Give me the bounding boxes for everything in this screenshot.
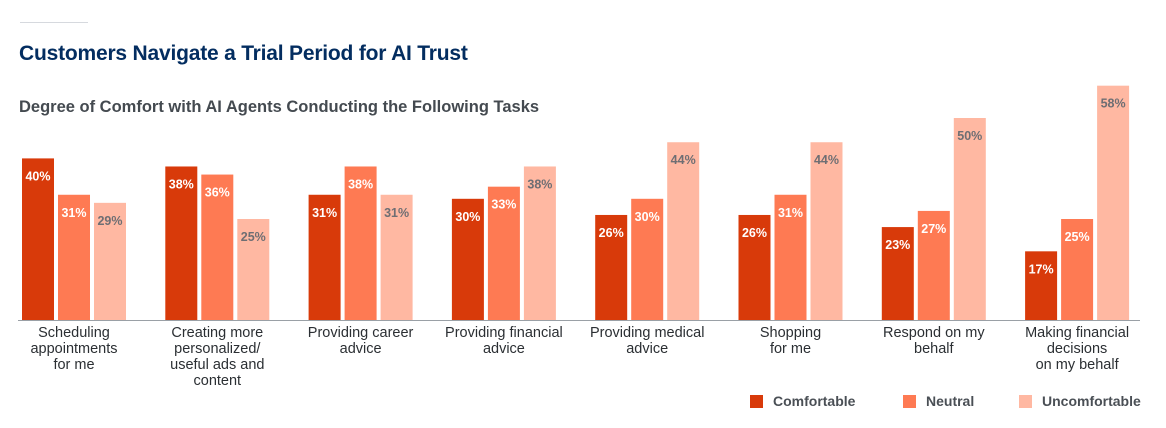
category-label-line: behalf [914,341,954,357]
data-label-uncomfortable: 58% [1101,97,1126,111]
data-label-comfortable: 31% [312,206,337,220]
bar-comfortable [22,158,54,320]
bar-comfortable [881,227,914,320]
data-label-neutral: 38% [348,177,373,191]
data-label-comfortable: 23% [885,238,910,252]
category-label-line: on my behalf [1036,357,1120,373]
legend-label-comfortable: Comfortable [773,393,856,409]
title-rule [20,22,88,23]
category-label-line: Making financial [1025,325,1129,341]
legend-label-uncomfortable: Uncomfortable [1042,393,1141,409]
bar-group: 26% 30% 44% Providing medical advice [590,142,704,357]
chart-subtitle: Degree of Comfort with AI Agents Conduct… [19,98,540,116]
category-label-line: Providing medical [590,325,704,341]
page-title: Customers Navigate a Trial Period for AI… [19,42,468,65]
bar-group: 17% 25% 58% Making financial decisions on my … [1025,85,1130,373]
category-label-line: advice [483,341,525,357]
data-label-neutral: 30% [635,210,660,224]
data-label-uncomfortable: 50% [957,129,982,143]
data-label-neutral: 33% [491,198,516,212]
bar-neutral [1061,219,1094,320]
category-label-line: Shopping [760,325,821,341]
bar-neutral [58,194,90,320]
data-label-uncomfortable: 44% [671,153,696,167]
category-label-line: Scheduling [38,325,110,341]
bar-comfortable [165,166,198,320]
category-label-line: Respond on my [883,325,985,341]
data-label-uncomfortable: 38% [527,177,552,191]
category-label-line: for me [770,341,811,357]
bar-neutral [917,210,950,320]
data-label-neutral: 36% [205,186,230,200]
bar-uncomfortable [94,202,126,320]
data-label-comfortable: 26% [599,226,624,240]
data-label-neutral: 27% [921,222,946,236]
category-label: Making financial decisions on my behalf [1025,325,1129,373]
category-label-line: Creating more [171,325,263,341]
bar-uncomfortable [523,166,556,320]
legend-swatch-comfortable [750,394,763,408]
bar-group: 23% 27% 50% Respond on my behalf [881,118,986,357]
data-label-comfortable: 26% [742,226,767,240]
category-label-line: advice [340,341,382,357]
data-label-uncomfortable: 29% [97,214,122,228]
bar-neutral [487,186,520,320]
data-label-comfortable: 30% [455,210,480,224]
category-label: Providing career advice [308,325,414,357]
category-label-line: Providing career [308,325,414,341]
bar-group: 40% 31% 29% Scheduling appointments for me [22,158,126,373]
data-label-comfortable: 17% [1029,262,1054,276]
category-label-line: for me [53,357,94,373]
category-label: Providing financial advice [445,325,563,357]
legend-swatch-neutral [903,394,916,408]
data-label-comfortable: 38% [169,177,194,191]
bar-group: 30% 33% 38% Providing financial advice [445,166,563,357]
bar-group: 38% 36% 25% Creating more personalized/usefu… [165,166,270,389]
category-label: Respond on my behalf [883,325,985,357]
category-label-line: content [194,373,242,389]
bar-comfortable [595,214,628,320]
bar-neutral [344,166,377,320]
bar-comfortable [1025,251,1058,320]
bar-group: 26% 31% 44% Shopping for me [738,142,843,357]
bar-neutral [774,194,807,320]
bar-comfortable [451,198,484,320]
legend-swatch-uncomfortable [1019,394,1032,408]
legend-item-comfortable: Comfortable [750,391,855,411]
bar-comfortable [738,214,771,320]
bar-uncomfortable [953,118,986,320]
bar-uncomfortable [810,142,843,320]
category-label-line: personalized/ [174,341,261,357]
bar-neutral [631,198,664,320]
bar-uncomfortable [380,194,413,320]
category-label-line: appointments [30,341,117,357]
bar-uncomfortable [667,142,700,320]
bar-uncomfortable [1097,85,1130,321]
category-label-line: Providing financial [445,325,563,341]
category-label: Scheduling appointments for me [30,325,117,373]
data-label-uncomfortable: 44% [814,153,839,167]
data-label-comfortable: 40% [25,169,50,183]
legend-item-neutral: Neutral [903,391,974,411]
category-label: Shopping for me [760,325,821,357]
bar-uncomfortable [237,219,270,320]
legend-item-uncomfortable: Uncomfortable [1019,391,1141,411]
data-label-uncomfortable: 31% [384,206,409,220]
data-label-neutral: 31% [778,206,803,220]
category-label-line: advice [626,341,668,357]
data-label-neutral: 31% [61,206,86,220]
bar-group: 31% 38% 31% Providing career advice [308,166,414,357]
legend: Comfortable Neutral Uncomfortable [0,391,1166,411]
bar-comfortable [308,194,341,320]
category-label: Creating more personalized/useful ads and… [170,325,264,389]
category-label-line: decisions [1047,341,1107,357]
bar-neutral [201,174,234,320]
data-label-neutral: 25% [1065,230,1090,244]
data-label-uncomfortable: 25% [241,230,266,244]
category-label-line: useful ads and [170,357,264,373]
category-label: Providing medical advice [590,325,704,357]
legend-label-neutral: Neutral [926,393,975,409]
